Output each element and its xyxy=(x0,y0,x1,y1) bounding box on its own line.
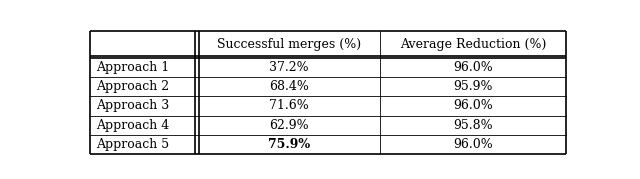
Text: Approach 1: Approach 1 xyxy=(96,61,169,74)
Text: 71.6%: 71.6% xyxy=(269,100,308,112)
Text: Approach 2: Approach 2 xyxy=(96,80,169,93)
Text: 95.9%: 95.9% xyxy=(454,80,493,93)
Text: 96.0%: 96.0% xyxy=(453,138,493,151)
Text: Successful merges (%): Successful merges (%) xyxy=(216,38,361,51)
Text: 95.8%: 95.8% xyxy=(453,119,493,132)
Text: 96.0%: 96.0% xyxy=(453,100,493,112)
Text: Approach 3: Approach 3 xyxy=(96,100,169,112)
Text: 62.9%: 62.9% xyxy=(269,119,308,132)
Text: Approach 4: Approach 4 xyxy=(96,119,169,132)
Text: Approach 5: Approach 5 xyxy=(96,138,169,151)
Text: 68.4%: 68.4% xyxy=(269,80,308,93)
Text: 37.2%: 37.2% xyxy=(269,61,308,74)
Text: 96.0%: 96.0% xyxy=(453,61,493,74)
Text: 75.9%: 75.9% xyxy=(268,138,310,151)
Text: Average Reduction (%): Average Reduction (%) xyxy=(400,38,547,51)
